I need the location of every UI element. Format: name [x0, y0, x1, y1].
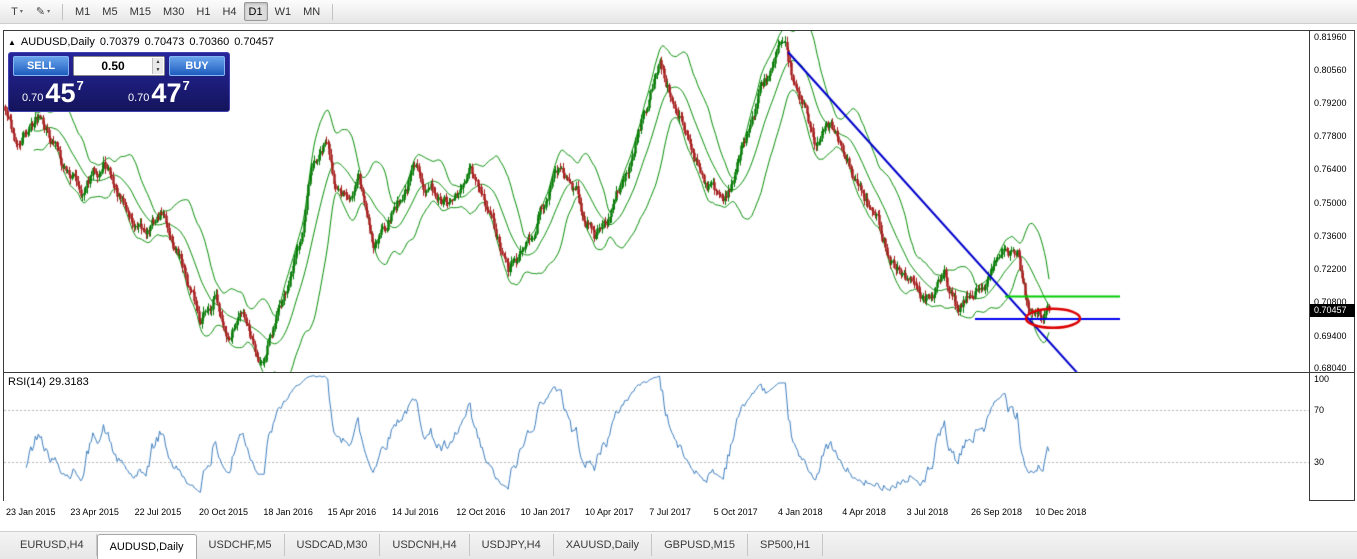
one-click-collapse-arrow[interactable]: ▲	[8, 37, 16, 47]
date-axis-label: 12 Oct 2016	[456, 507, 506, 517]
draw-tool-button[interactable]: ✎ ▾	[30, 2, 56, 22]
date-axis-label: 14 Jul 2016	[391, 507, 439, 517]
chart-tabs-bar: EURUSD,H4 AUDUSD,Daily USDCHF,M5 USDCAD,M30…	[0, 531, 1357, 559]
pencil-icon: ✎	[35, 6, 46, 18]
date-axis-label: 23 Apr 2015	[70, 507, 119, 517]
price-scale-label: 0.79200	[1314, 97, 1347, 108]
timeframe-button-M1[interactable]: M1	[75, 6, 91, 18]
chart-tab-SP500-H1[interactable]: SP500,H1	[748, 534, 824, 556]
sell-price-prefix: 0.70	[22, 92, 44, 104]
date-axis-label: 10 Dec 2018	[1035, 507, 1087, 517]
date-axis-label: 10 Apr 2017	[584, 507, 634, 517]
chart-tab-USDCAD-M30[interactable]: USDCAD,M30	[285, 534, 381, 556]
sell-price-sup: 7	[76, 78, 84, 93]
ohlc-close: 0.70457	[234, 36, 274, 48]
ohlc-open: 0.70379	[99, 36, 140, 48]
price-scale-label: 0.68040	[1314, 363, 1347, 373]
sell-price-big: 45	[45, 78, 76, 108]
timeframe-button-M30[interactable]: M30	[162, 6, 185, 18]
date-axis-label: 26 Sep 2018	[970, 507, 1022, 517]
volume-input[interactable]	[74, 57, 164, 75]
price-scale-label: 0.69400	[1314, 330, 1347, 341]
chart-tab-USDJPY-H4[interactable]: USDJPY,H4	[470, 534, 554, 556]
date-axis-label: 10 Jan 2017	[520, 507, 571, 517]
toolbar-separator	[332, 3, 334, 20]
date-axis-label: 3 Jul 2018	[906, 507, 949, 517]
date-axis-label: 15 Apr 2016	[327, 507, 377, 517]
date-axis-label: 18 Jan 2016	[263, 507, 313, 517]
price-scale-label: 0.70800	[1314, 297, 1347, 308]
buy-price-sup: 7	[182, 78, 190, 93]
chart-tab-USDCNH-H4[interactable]: USDCNH,H4	[380, 534, 470, 556]
timeframe-button-M5[interactable]: M5	[102, 6, 118, 18]
chart-tab-USDCHF-M5[interactable]: USDCHF,M5	[197, 534, 285, 556]
sell-price[interactable]: 0.70 45 7	[13, 76, 119, 110]
price-scale-label: 0.81960	[1314, 32, 1347, 42]
ohlc-low: 0.70360	[189, 36, 230, 48]
rsi-scale-label: 30	[1314, 457, 1325, 467]
price-scale-label: 0.72200	[1314, 264, 1347, 275]
chevron-down-icon: ▾	[47, 9, 51, 15]
price-scale-label: 0.75000	[1314, 197, 1347, 208]
date-axis-label: 7 Jul 2017	[649, 507, 691, 517]
volume-field: ▲ ▼	[73, 56, 165, 76]
indicator-window-splitter[interactable]	[4, 372, 1354, 373]
date-axis-label: 4 Apr 2018	[842, 507, 886, 517]
price-scale-label: 0.76400	[1314, 164, 1347, 175]
date-axis-label: 5 Oct 2017	[713, 507, 758, 517]
buy-price[interactable]: 0.70 47 7	[119, 76, 225, 110]
sell-button[interactable]: SELL	[13, 56, 69, 76]
rsi-scale-label: 70	[1314, 405, 1325, 415]
timeframe-button-H4[interactable]: H4	[222, 6, 237, 18]
date-axis-label: 20 Oct 2015	[198, 507, 249, 517]
date-axis-label: 23 Jan 2015	[6, 507, 56, 517]
timeframe-button-MN[interactable]: MN	[303, 6, 321, 18]
buy-button[interactable]: BUY	[169, 56, 225, 76]
toolbar-separator	[62, 3, 63, 20]
price-scale-divider	[1309, 31, 1310, 500]
text-tool-button[interactable]: T ▾	[4, 2, 30, 22]
timeframe-button-H1[interactable]: H1	[196, 6, 211, 18]
text-tool-icon: T	[11, 5, 18, 18]
ohlc-high: 0.70473	[144, 36, 185, 48]
price-scale-label: 0.77800	[1314, 130, 1347, 141]
chart-tab-XAUUSD-Daily[interactable]: XAUUSD,Daily	[554, 534, 653, 556]
timeframes-toolbar: T ▾ ✎ ▾ M1 M5 M15 M30 H1 H4 D1 W1 MN	[0, 0, 1357, 24]
chart-tab-GBPUSD-M15[interactable]: GBPUSD,M15	[652, 534, 748, 556]
date-axis-label: 22 Jul 2015	[134, 507, 182, 517]
volume-increase-button[interactable]: ▲	[152, 58, 163, 66]
price-scale-label: 0.73600	[1314, 230, 1347, 241]
timeframe-button-W1[interactable]: W1	[274, 6, 292, 18]
price-scale-label: 0.80560	[1314, 65, 1347, 76]
rsi-scale-label: 100	[1314, 374, 1330, 384]
chart-tab-AUDUSD-Daily[interactable]: AUDUSD,Daily	[96, 534, 197, 559]
current-price-tag: 0.70457	[1310, 304, 1355, 318]
buy-price-big: 47	[151, 78, 182, 108]
buy-price-prefix: 0.70	[128, 92, 150, 104]
rsi-indicator-label: RSI(14) 29.3183	[8, 376, 89, 388]
volume-decrease-button[interactable]: ▼	[152, 66, 163, 74]
timeframe-button-M15[interactable]: M15	[129, 6, 151, 18]
ohlc-info-line: ▲ AUDUSD,Daily 0.70379 0.70473 0.70360 0…	[8, 36, 274, 48]
symbol-label: AUDUSD,Daily	[20, 36, 95, 48]
timeframe-button-D1[interactable]: D1	[243, 2, 268, 21]
chart-tab-EURUSD-H4[interactable]: EURUSD,H4	[8, 534, 97, 556]
chevron-down-icon: ▾	[19, 9, 23, 15]
date-axis-label: 4 Jan 2018	[777, 507, 823, 517]
timeframe-button-group: M1 M5 M15 M30 H1 H4 D1 W1 MN	[69, 2, 326, 21]
